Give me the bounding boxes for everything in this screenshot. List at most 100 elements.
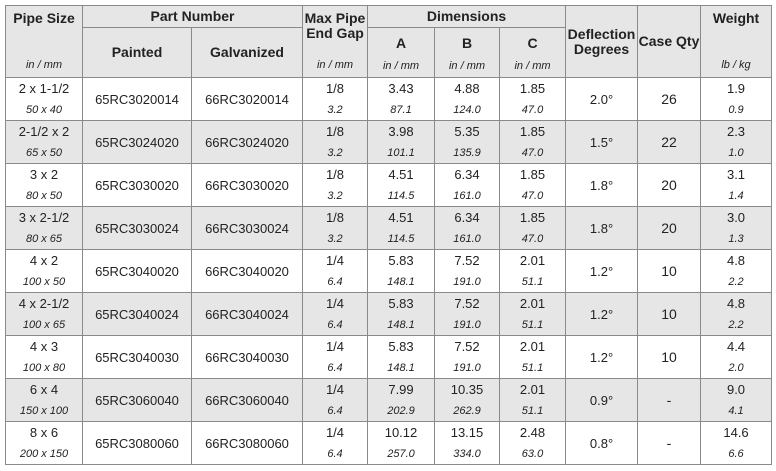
cell-metric: 148.1: [387, 319, 415, 331]
cell-value: 2.3: [726, 124, 746, 139]
header-cell: Max Pipe End Gap in / mm: [302, 5, 368, 78]
cell-value: 5.83: [388, 339, 414, 354]
cell-metric: 150 x 100: [19, 405, 69, 417]
unit-text: in / mm: [316, 58, 354, 71]
table-cell: 65RC3060040: [82, 378, 192, 422]
table-cell: 1/8 3.2: [302, 206, 368, 250]
cell-metric: 63.0: [521, 448, 544, 460]
cell-value: 0.9°: [589, 392, 614, 408]
table-cell: 5.83 148.1: [367, 292, 435, 336]
cell-metric: 148.1: [387, 362, 415, 374]
table-cell: 66RC3040024: [191, 292, 303, 336]
table-cell: 65RC3080060: [82, 421, 192, 465]
table-cell: 1.2°: [565, 249, 639, 293]
cell-metric: 334.0: [453, 448, 481, 460]
table-cell: 10.12 257.0: [367, 421, 435, 465]
table-cell: 66RC3040020: [191, 249, 303, 293]
table-cell: 66RC3060040: [191, 378, 303, 422]
table-cell: 4.8 2.2: [700, 292, 773, 336]
table-cell: 4.51 114.5: [367, 163, 435, 207]
cell-value: 26: [661, 91, 677, 107]
cell-metric: 100 x 50: [22, 276, 66, 288]
cell-value: 66RC3024020: [205, 134, 289, 150]
cell-metric: 100 x 80: [22, 362, 66, 374]
table-cell: 2.48 63.0: [498, 421, 567, 465]
table-cell: 7.52 191.0: [434, 292, 500, 336]
header-text: Pipe Size: [13, 9, 75, 26]
cell-value: 10: [661, 349, 677, 365]
cell-metric: 101.1: [387, 147, 415, 159]
table-cell: 9.0 4.1: [700, 378, 773, 422]
table-row: 8 x 6 200 x 150 65RC3080060 66RC3080060 1/4 6…: [5, 421, 773, 465]
cell-value: 4.8: [726, 296, 746, 311]
table-cell: 1.9 0.9: [700, 77, 773, 121]
table-cell: 2-1/2 x 2 65 x 50: [5, 120, 83, 164]
cell-value: 66RC3040030: [205, 349, 289, 365]
table-row: 3 x 2 80 x 50 65RC3030020 66RC3030020 1/8 3.2…: [5, 163, 773, 207]
cell-metric: 51.1: [521, 405, 544, 417]
cell-value: 6.34: [454, 167, 480, 182]
cell-metric: 6.4: [327, 448, 343, 460]
header-cell: Painted: [82, 27, 192, 78]
table-cell: 65RC3020014: [82, 77, 192, 121]
unit-text: in / mm: [448, 59, 486, 72]
cell-value: 8 x 6: [29, 425, 59, 440]
table-cell: 1/8 3.2: [302, 77, 368, 121]
table-cell: -: [637, 421, 702, 465]
cell-value: 3.0: [726, 210, 746, 225]
table-cell: 1/4 6.4: [302, 335, 368, 379]
cell-value: 5.83: [388, 296, 414, 311]
cell-value: 1.85: [519, 210, 546, 225]
cell-value: 66RC3030024: [205, 220, 289, 236]
cell-value: 7.52: [454, 253, 480, 268]
cell-value: 2-1/2 x 2: [18, 124, 70, 139]
cell-value: 65RC3080060: [95, 435, 179, 451]
cell-metric: 200 x 150: [19, 448, 69, 460]
table-cell: 65RC3024020: [82, 120, 192, 164]
cell-value: 10.12: [384, 425, 418, 440]
table-cell: 22: [637, 120, 702, 164]
table-cell: -: [637, 378, 702, 422]
table-cell: 6 x 4 150 x 100: [5, 378, 83, 422]
table-cell: 1/8 3.2: [302, 163, 368, 207]
cell-value: 4 x 3: [29, 339, 59, 354]
table-cell: 1.2°: [565, 292, 639, 336]
cell-value: 1.2°: [589, 263, 614, 279]
cell-value: 14.6: [723, 425, 749, 440]
cell-value: 66RC3040024: [205, 306, 289, 322]
table-cell: 65RC3040030: [82, 335, 192, 379]
header-text: A: [395, 34, 407, 51]
cell-value: 20: [661, 177, 677, 193]
unit-text: in / mm: [382, 59, 420, 72]
cell-value: 1.8°: [589, 177, 614, 193]
cell-value: 1.2°: [589, 306, 614, 322]
cell-value: 1.5°: [589, 134, 614, 150]
table-cell: 5.83 148.1: [367, 335, 435, 379]
table-cell: 20: [637, 163, 702, 207]
cell-value: 4 x 2-1/2: [18, 296, 70, 311]
cell-metric: 47.0: [521, 190, 544, 202]
table-cell: 66RC3080060: [191, 421, 303, 465]
table-cell: 13.15 334.0: [434, 421, 500, 465]
cell-value: 3 x 2: [29, 167, 59, 182]
cell-value: 7.52: [454, 339, 480, 354]
cell-metric: 51.1: [521, 276, 544, 288]
table-row: 4 x 2 100 x 50 65RC3040020 66RC3040020 1/4 6.…: [5, 249, 773, 293]
table-cell: 2.01 51.1: [498, 249, 567, 293]
table-cell: 14.6 6.6: [700, 421, 773, 465]
table-cell: 1.8°: [565, 163, 639, 207]
cell-value: 65RC3040020: [95, 263, 179, 279]
table-cell: 65RC3040020: [82, 249, 192, 293]
cell-value: -: [666, 392, 672, 408]
table-cell: 3.98 101.1: [367, 120, 435, 164]
cell-value: 1/4: [325, 253, 345, 268]
spec-table: Pipe Size in / mm Part Number Max Pipe En…: [5, 5, 773, 465]
table-cell: 10: [637, 249, 702, 293]
table-cell: 0.8°: [565, 421, 639, 465]
cell-metric: 114.5: [387, 190, 415, 202]
cell-metric: 100 x 65: [22, 319, 66, 331]
cell-metric: 6.4: [327, 276, 343, 288]
cell-value: 3.1: [726, 167, 746, 182]
cell-metric: 202.9: [387, 405, 415, 417]
